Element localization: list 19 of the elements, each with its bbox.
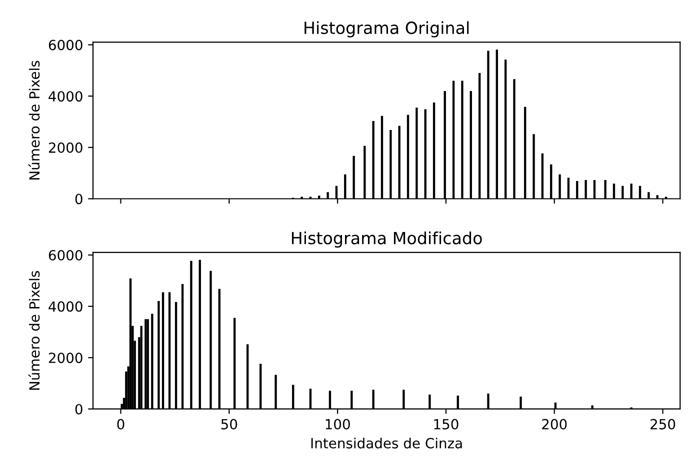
x-tick-label: 200 xyxy=(542,418,567,430)
y-tick-label: 2000 xyxy=(48,142,82,153)
chart-title: Histograma Original xyxy=(304,21,469,38)
y-tick-label: 0 xyxy=(75,194,82,204)
y-tick-label: 6000 xyxy=(48,40,82,50)
y-axis-title: Número de Pixels xyxy=(28,60,40,180)
y-axis-title: Número de Pixels xyxy=(28,271,40,390)
y-tick-label: 0 xyxy=(75,404,82,414)
chart-title: Histograma Modificado xyxy=(292,231,482,248)
x-tick-label: 50 xyxy=(221,418,238,430)
y-tick-label: 4000 xyxy=(48,91,82,102)
x-tick-label: 100 xyxy=(326,418,350,430)
x-axis-title: Intensidades de Cinza xyxy=(311,438,462,448)
x-tick-label: 150 xyxy=(434,418,458,430)
x-tick-label: 0 xyxy=(117,418,124,430)
y-tick-label: 4000 xyxy=(48,301,82,312)
y-tick-label: 6000 xyxy=(48,250,82,260)
y-tick-label: 2000 xyxy=(48,352,82,364)
x-tick-label: 250 xyxy=(650,418,676,430)
